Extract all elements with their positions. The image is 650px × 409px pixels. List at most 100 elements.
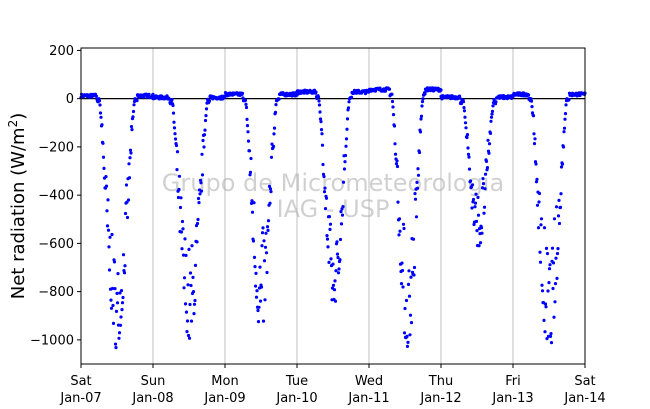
data-point	[564, 103, 568, 107]
data-point	[314, 90, 318, 94]
data-point	[549, 332, 553, 336]
data-point	[333, 279, 337, 283]
data-point	[396, 200, 400, 204]
data-point	[271, 144, 276, 148]
data-point	[202, 133, 207, 137]
data-point	[467, 167, 472, 171]
data-point	[240, 91, 245, 95]
data-point	[341, 205, 345, 209]
data-point	[201, 138, 205, 143]
data-point	[483, 172, 488, 176]
data-points	[79, 86, 587, 350]
data-point	[181, 253, 186, 257]
data-point	[465, 133, 470, 137]
data-point	[543, 302, 548, 306]
data-point	[545, 337, 549, 341]
data-point	[120, 308, 124, 312]
data-point	[249, 156, 253, 161]
data-point	[471, 197, 476, 202]
data-point	[487, 142, 492, 146]
data-point	[538, 260, 543, 264]
data-point	[200, 152, 204, 156]
data-point	[398, 229, 402, 233]
data-point	[470, 183, 475, 187]
data-point	[317, 103, 322, 107]
y-tick-label: −400	[38, 189, 74, 204]
x-tick-label-day: Sat	[574, 374, 595, 389]
data-point	[480, 231, 484, 235]
data-point	[260, 244, 264, 248]
data-point	[326, 245, 330, 249]
data-point	[529, 97, 533, 101]
data-point	[141, 95, 146, 99]
data-point	[199, 189, 204, 193]
data-point	[264, 231, 268, 235]
data-point	[401, 222, 406, 226]
data-point	[266, 219, 271, 223]
data-point	[537, 200, 541, 204]
data-point	[402, 331, 407, 335]
data-point	[551, 286, 555, 291]
data-point	[562, 130, 566, 134]
data-point	[468, 179, 473, 183]
data-point	[338, 258, 342, 262]
data-point	[526, 93, 531, 97]
data-point	[408, 333, 412, 337]
data-point	[101, 155, 106, 159]
data-point	[316, 95, 321, 99]
data-point	[114, 309, 119, 313]
data-point	[462, 109, 467, 113]
data-point	[477, 244, 481, 248]
data-point	[466, 146, 470, 150]
data-point	[99, 115, 103, 119]
data-point	[561, 145, 566, 149]
watermark-line-2: IAG - USP	[277, 195, 390, 223]
data-point	[409, 321, 414, 325]
data-point	[125, 215, 130, 220]
x-tick-label-day: Mon	[211, 374, 238, 389]
data-point	[413, 197, 418, 201]
data-point	[466, 152, 471, 156]
data-point	[277, 97, 281, 101]
data-point	[328, 227, 332, 231]
data-point	[100, 123, 104, 127]
data-point	[198, 192, 202, 196]
data-point	[416, 173, 421, 177]
x-tick-label-day: Sun	[141, 374, 166, 389]
data-point	[474, 192, 478, 196]
data-point	[578, 93, 582, 98]
data-point	[415, 180, 419, 184]
data-point	[273, 110, 278, 114]
data-point	[317, 99, 321, 103]
data-point	[473, 205, 477, 209]
y-axis-label: Net radiation (W/m2)	[6, 113, 29, 300]
data-point	[94, 94, 99, 98]
data-point	[489, 119, 493, 123]
data-point	[545, 252, 550, 256]
data-point	[551, 261, 556, 265]
data-point	[274, 103, 278, 107]
data-point	[415, 186, 420, 190]
data-point	[412, 273, 416, 277]
data-point	[488, 131, 493, 135]
data-point	[472, 222, 476, 227]
data-point	[184, 253, 188, 257]
data-point	[108, 235, 112, 239]
data-point	[546, 289, 550, 293]
data-point	[130, 128, 134, 132]
data-point	[256, 308, 260, 313]
data-point	[244, 105, 249, 110]
data-point	[552, 315, 556, 319]
data-point	[112, 260, 117, 264]
data-point	[547, 267, 552, 271]
x-axis: Sat Jan-07 Sun Jan-08 Mon Jan-09 Tue Jan-10 Wed J…	[59, 364, 606, 406]
data-point	[540, 289, 545, 293]
data-point	[405, 344, 410, 348]
data-point	[393, 142, 397, 146]
data-point	[193, 263, 198, 267]
data-point	[245, 117, 249, 121]
data-point	[105, 209, 109, 213]
data-point	[320, 143, 325, 147]
data-point	[186, 283, 190, 287]
